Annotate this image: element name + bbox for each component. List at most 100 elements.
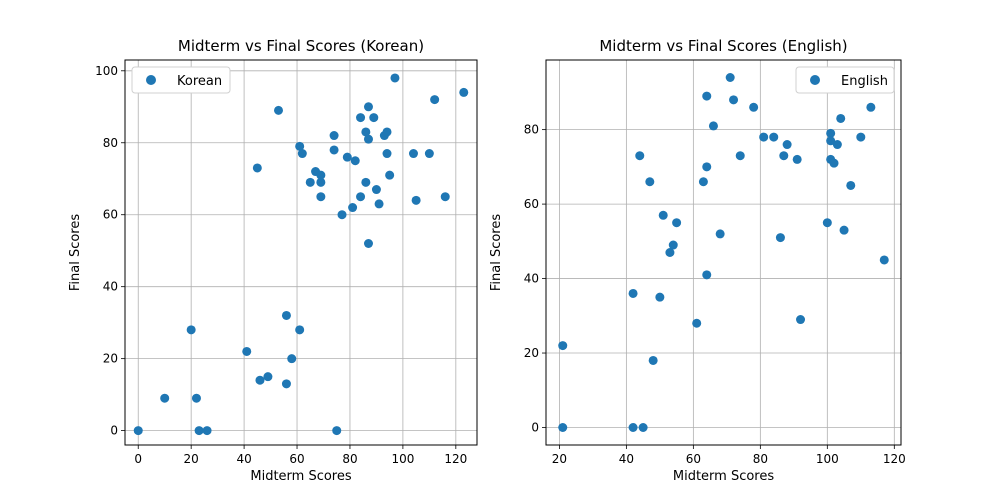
data-point bbox=[715, 229, 725, 239]
x-tick-label: 40 bbox=[619, 452, 634, 466]
data-point bbox=[648, 355, 658, 365]
data-point bbox=[202, 426, 212, 436]
data-point bbox=[459, 87, 469, 97]
grid bbox=[546, 60, 901, 445]
y-tick-label: 100 bbox=[95, 64, 118, 78]
data-point bbox=[281, 379, 291, 389]
data-point bbox=[297, 149, 307, 159]
y-tick-label: 80 bbox=[524, 123, 539, 137]
axis-ticks: 20 40 60 80 100 120 0 20 40 60 80 bbox=[524, 123, 906, 466]
axis-ticks: 0 20 40 60 80 100 120 0 20 40 60 80 100 bbox=[95, 64, 467, 466]
data-point bbox=[363, 134, 373, 144]
data-point bbox=[826, 136, 836, 146]
data-point bbox=[779, 151, 789, 161]
data-point bbox=[361, 177, 371, 187]
plot-frame bbox=[124, 59, 478, 446]
x-axis-label: Midterm Scores bbox=[673, 469, 774, 484]
data-point bbox=[255, 375, 265, 385]
data-point bbox=[749, 102, 759, 112]
x-tick-label: 20 bbox=[552, 452, 567, 466]
y-tick-label: 60 bbox=[524, 197, 539, 211]
data-point bbox=[411, 195, 421, 205]
data-point bbox=[702, 91, 712, 101]
x-tick-label: 40 bbox=[236, 452, 251, 466]
x-tick-label: 120 bbox=[883, 452, 906, 466]
x-tick-label: 100 bbox=[816, 452, 839, 466]
legend-box bbox=[795, 66, 895, 94]
data-point bbox=[295, 141, 305, 151]
data-point bbox=[374, 199, 384, 209]
data-point bbox=[369, 113, 379, 123]
data-point bbox=[698, 177, 708, 187]
data-point bbox=[440, 192, 450, 202]
data-point bbox=[281, 310, 291, 320]
data-point bbox=[692, 318, 702, 328]
data-point bbox=[382, 127, 392, 137]
data-point bbox=[430, 95, 440, 105]
data-point bbox=[252, 163, 262, 173]
chart-title: Midterm vs Final Scores (English) bbox=[599, 37, 847, 55]
data-point bbox=[638, 423, 648, 432]
data-point bbox=[658, 210, 668, 220]
data-point bbox=[829, 158, 839, 168]
legend: English bbox=[795, 66, 895, 94]
data-point bbox=[665, 248, 675, 257]
x-tick-label: 100 bbox=[391, 452, 414, 466]
data-point bbox=[839, 225, 849, 235]
data-point bbox=[329, 145, 339, 155]
data-point bbox=[305, 177, 315, 187]
data-point bbox=[316, 177, 326, 187]
legend-marker bbox=[146, 75, 156, 85]
data-point bbox=[295, 325, 305, 335]
data-point bbox=[628, 423, 638, 432]
data-point bbox=[356, 192, 366, 202]
y-tick-label: 0 bbox=[531, 421, 539, 435]
legend-box bbox=[131, 66, 231, 94]
x-axis-label: Midterm Scores bbox=[250, 469, 351, 484]
data-point bbox=[759, 132, 769, 142]
y-tick-label: 20 bbox=[103, 352, 118, 366]
data-point bbox=[792, 154, 802, 164]
data-point bbox=[186, 325, 196, 335]
data-point bbox=[628, 288, 638, 298]
data-point bbox=[363, 102, 373, 112]
data-point bbox=[160, 393, 170, 403]
data-point bbox=[242, 346, 252, 356]
data-point bbox=[337, 210, 347, 220]
plot-frame bbox=[545, 59, 902, 446]
legend-label: English bbox=[841, 74, 888, 89]
grid bbox=[125, 60, 477, 445]
data-points bbox=[133, 73, 469, 436]
y-tick-label: 80 bbox=[103, 136, 118, 150]
data-point bbox=[708, 121, 718, 131]
data-point bbox=[635, 151, 645, 161]
chart-english: 20 40 60 80 100 120 0 20 40 60 80 Midterm vs Final… bbox=[489, 37, 906, 484]
data-point bbox=[390, 73, 400, 83]
data-point bbox=[191, 393, 201, 403]
data-point bbox=[316, 192, 326, 202]
y-tick-label: 40 bbox=[524, 272, 539, 286]
data-points bbox=[558, 73, 889, 432]
data-point bbox=[668, 240, 678, 250]
data-point bbox=[879, 255, 889, 265]
data-point bbox=[836, 113, 846, 123]
data-point bbox=[194, 426, 204, 436]
x-tick-label: 120 bbox=[444, 452, 467, 466]
data-point bbox=[133, 426, 143, 436]
data-point bbox=[363, 239, 373, 249]
data-point bbox=[371, 185, 381, 195]
data-point bbox=[782, 140, 792, 150]
data-point bbox=[385, 170, 395, 180]
data-point bbox=[332, 426, 342, 436]
legend: Korean bbox=[131, 66, 231, 94]
data-point bbox=[672, 218, 682, 228]
data-point bbox=[342, 152, 352, 162]
y-tick-label: 40 bbox=[103, 280, 118, 294]
y-tick-label: 0 bbox=[110, 424, 118, 438]
data-point bbox=[702, 162, 712, 172]
y-tick-label: 20 bbox=[524, 346, 539, 360]
chart-korean: 0 20 40 60 80 100 120 0 20 40 60 80 100 Midterm vs F… bbox=[68, 37, 478, 484]
data-point bbox=[348, 203, 358, 213]
data-point bbox=[645, 177, 655, 187]
